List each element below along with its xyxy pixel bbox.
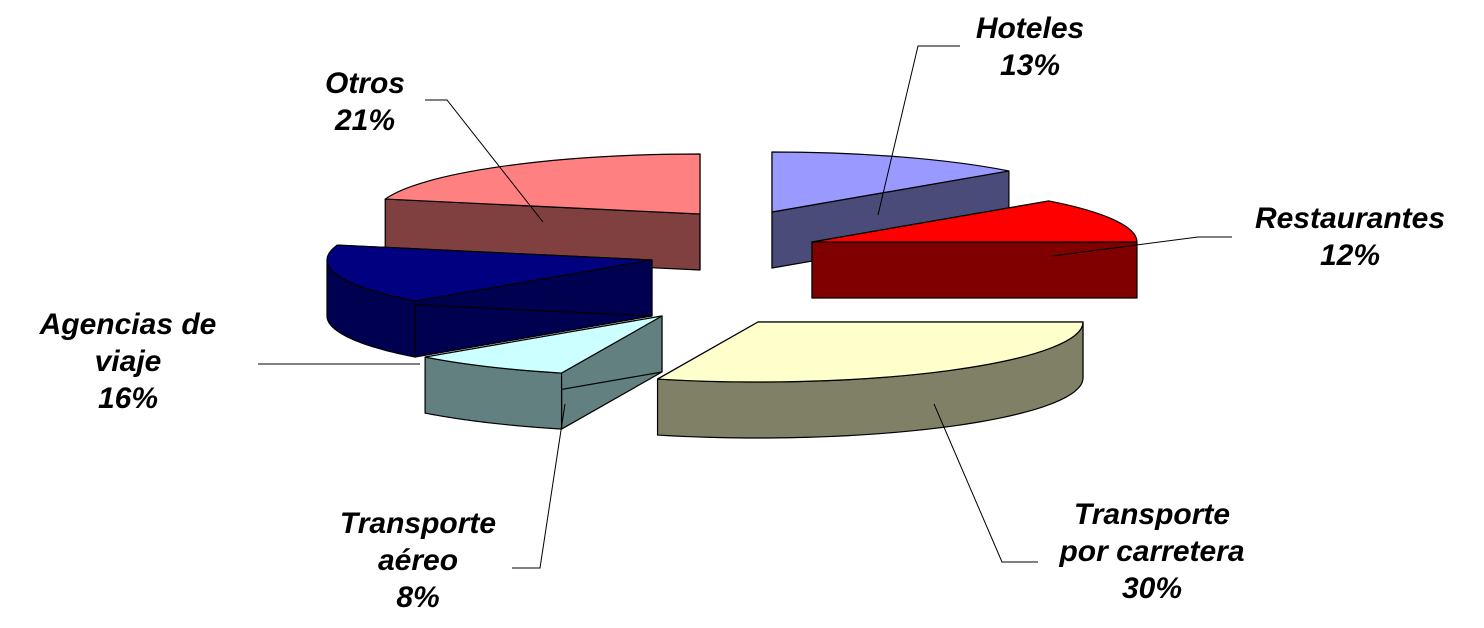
label-line: 8% bbox=[396, 581, 439, 614]
slice-label-2: Restaurantes 12% bbox=[1255, 202, 1445, 272]
label-line: Restaurantes bbox=[1255, 202, 1445, 235]
slice-tops bbox=[326, 151, 1138, 383]
slice-label-4: Transporte aéreo 8% bbox=[340, 507, 496, 614]
label-line: Transporte bbox=[340, 507, 496, 540]
slice-label-5: Agencias de viaje 16% bbox=[39, 308, 217, 415]
slice-wall-end bbox=[811, 241, 1138, 299]
label-line: Otros bbox=[325, 67, 405, 100]
leader-line-4 bbox=[512, 403, 566, 569]
slice-top-3 bbox=[656, 321, 1084, 383]
slice-label-6: Otros 21% bbox=[325, 67, 405, 137]
label-line: aéreo bbox=[378, 544, 458, 577]
label-line: 13% bbox=[1000, 49, 1060, 82]
slice-top-2 bbox=[811, 200, 1138, 243]
label-line: 16% bbox=[98, 382, 158, 415]
leader-line-6 bbox=[425, 99, 544, 223]
label-line: Agencias de bbox=[39, 308, 217, 341]
leader-lines bbox=[258, 45, 1232, 569]
leader-line-1 bbox=[877, 45, 960, 216]
label-line: viaje bbox=[95, 345, 162, 378]
label-line: 12% bbox=[1320, 239, 1380, 272]
label-line: Transporte bbox=[1074, 498, 1230, 531]
slice-label-3: Transporte por carretera 30% bbox=[1058, 498, 1244, 605]
slice-top-6 bbox=[384, 153, 701, 215]
label-line: 21% bbox=[334, 104, 395, 137]
slice-label-1: Hoteles 13% bbox=[976, 12, 1084, 82]
leader-line-2 bbox=[1051, 236, 1232, 257]
slice-labels: Hoteles 13% Restaurantes 12% Transporte por c… bbox=[39, 12, 1445, 614]
slice-top-4 bbox=[424, 315, 663, 374]
label-line: Hoteles bbox=[976, 12, 1084, 45]
slice-top-5 bbox=[326, 244, 653, 302]
slice-top-1 bbox=[771, 151, 1010, 213]
label-line: por carretera bbox=[1058, 535, 1244, 568]
leader-line-3 bbox=[933, 403, 1038, 563]
label-line: 30% bbox=[1122, 572, 1182, 605]
